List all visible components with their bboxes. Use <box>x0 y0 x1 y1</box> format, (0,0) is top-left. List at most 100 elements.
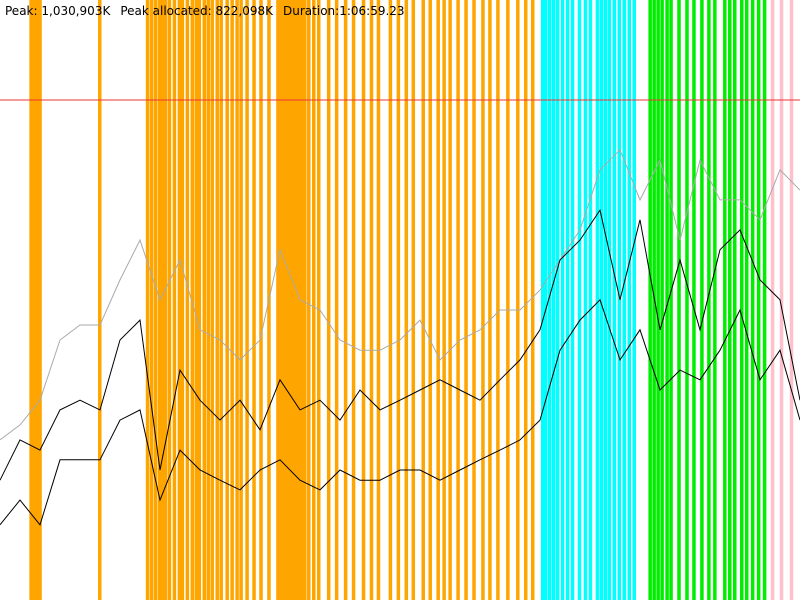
event-bar <box>555 0 560 600</box>
event-bar <box>197 0 202 600</box>
event-bar <box>677 0 681 600</box>
event-bar <box>464 0 468 600</box>
duration-label: Duration: <box>283 4 340 18</box>
event-bar <box>656 0 660 600</box>
event-bar <box>288 0 292 600</box>
event-bar <box>583 0 588 600</box>
event-bar <box>98 0 102 600</box>
event-bar <box>733 0 737 600</box>
event-bar <box>177 0 182 600</box>
event-bar <box>543 0 548 600</box>
event-bar <box>294 0 298 600</box>
event-bar <box>194 0 199 600</box>
event-bar <box>756 0 761 600</box>
event-bar <box>607 0 612 600</box>
event-bar <box>396 0 401 600</box>
event-bar <box>660 0 664 600</box>
event-bar <box>307 0 311 600</box>
event-bar <box>361 0 366 600</box>
event-bar <box>235 0 239 600</box>
event-bar <box>617 0 622 600</box>
event-bar <box>524 0 528 600</box>
event-bar <box>744 0 749 600</box>
event-bar <box>202 0 207 600</box>
event-bar <box>723 0 727 600</box>
event-bar <box>577 0 582 600</box>
event-bar <box>707 0 711 600</box>
allocated-label: Peak allocated: <box>120 4 212 18</box>
event-bar <box>612 0 617 600</box>
event-bar <box>180 0 185 600</box>
event-bar <box>560 0 565 600</box>
event-bar <box>185 0 190 600</box>
event-bar <box>303 0 307 600</box>
event-bar <box>530 0 535 600</box>
event-bar <box>421 0 425 600</box>
event-bar <box>506 0 510 600</box>
event-bar <box>565 0 570 600</box>
event-bar <box>153 0 158 600</box>
event-bar <box>632 0 636 600</box>
event-bar <box>276 0 280 600</box>
event-bar <box>225 0 229 600</box>
event-bar <box>157 0 162 600</box>
event-bar <box>750 0 755 600</box>
event-bar <box>388 0 393 600</box>
event-bar <box>404 0 409 600</box>
event-bar <box>411 0 416 600</box>
event-bar <box>739 0 744 600</box>
event-bar <box>648 0 652 600</box>
event-bar <box>488 0 492 600</box>
event-bar <box>516 0 520 600</box>
event-bar <box>481 0 485 600</box>
event-bar <box>570 0 575 600</box>
allocated-value: 822,098K <box>215 4 274 18</box>
event-bar <box>713 0 717 600</box>
event-bar <box>210 0 214 600</box>
event-bar <box>190 0 195 600</box>
event-bar <box>547 0 552 600</box>
event-bar <box>29 0 33 600</box>
event-bar <box>245 0 249 600</box>
memory-line <box>0 149 800 441</box>
event-bar <box>316 0 321 600</box>
event-bar <box>669 0 673 600</box>
event-bar <box>312 0 316 600</box>
event-bar <box>595 0 600 600</box>
event-bar <box>540 0 545 600</box>
event-bar <box>448 0 452 600</box>
event-bar <box>551 0 556 600</box>
event-bar <box>603 0 608 600</box>
event-bar <box>172 0 177 600</box>
duration-value: 1:06:59.23 <box>339 4 405 18</box>
event-bar <box>297 0 301 600</box>
memory-line <box>0 208 800 481</box>
event-bar <box>436 0 440 600</box>
event-bar <box>149 0 154 600</box>
event-bar <box>35 0 39 600</box>
event-bar <box>291 0 295 600</box>
event-bar <box>369 0 374 600</box>
event-bar <box>206 0 211 600</box>
event-bar <box>627 0 632 600</box>
event-bar <box>38 0 42 600</box>
event-bar <box>770 0 775 600</box>
event-bar <box>779 0 784 600</box>
event-bar <box>282 0 286 600</box>
event-bar <box>376 0 381 600</box>
event-bar <box>285 0 289 600</box>
peak-value: 1,030,903K <box>41 4 111 18</box>
event-bar <box>334 0 339 600</box>
event-bar <box>472 0 476 600</box>
event-bar <box>762 0 767 600</box>
event-bar <box>252 0 256 600</box>
event-bar <box>692 0 696 600</box>
event-bar <box>215 0 219 600</box>
peak-label: Peak: <box>5 4 38 18</box>
event-bar <box>32 0 36 600</box>
event-bar <box>343 0 348 600</box>
event-bar <box>599 0 604 600</box>
event-bar <box>442 0 446 600</box>
event-bar <box>239 0 243 600</box>
